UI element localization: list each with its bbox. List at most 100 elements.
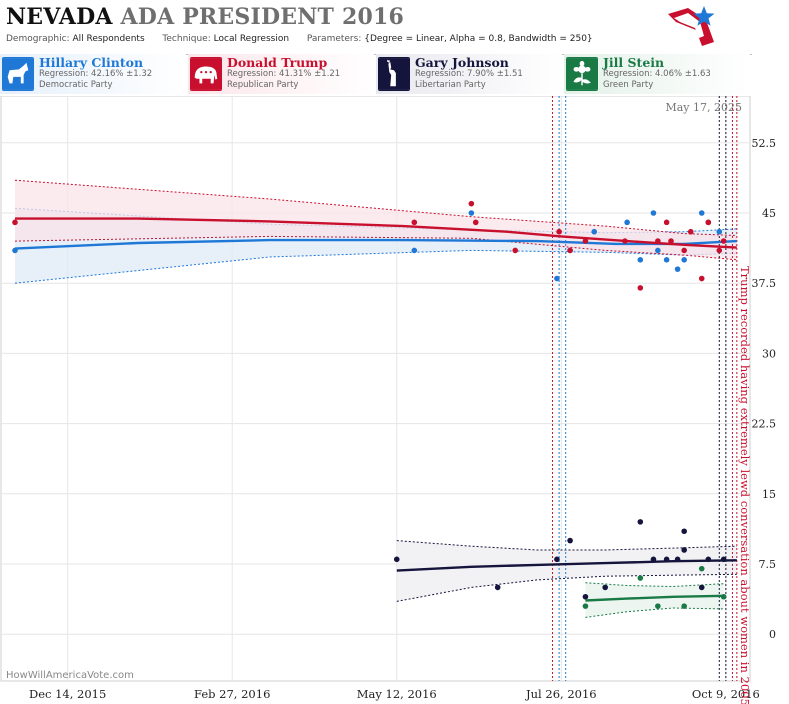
y-tick-label: 0: [769, 628, 776, 641]
candidate-card-clinton[interactable]: Hillary Clinton Regression: 42.16% ±1.32…: [0, 54, 186, 94]
candidate-regression: Regression: 42.16% ±1.32: [39, 69, 153, 79]
y-tick-label: 15: [762, 488, 776, 501]
title-race: ADA PRESIDENT 2016: [120, 4, 404, 30]
x-tick-label: Feb 27, 2016: [194, 687, 270, 701]
axis-labels: 0 7.5 15 22.5 30 37.5 45 52.5 Dec 14, 2015 Feb 27…: [29, 137, 776, 701]
poll-point-gary-johnson: [674, 556, 681, 563]
poll-point-hillary-clinton: [591, 228, 598, 235]
event-lines: [552, 96, 738, 681]
candidate-party: Green Party: [603, 80, 654, 90]
candidate-card-trump[interactable]: Donald Trump Regression: 41.31% ±1.21 Re…: [188, 54, 374, 94]
band-upper-donald-trump: [14, 179, 737, 236]
poll-point-jill-stein: [681, 603, 687, 609]
poll-point-donald-trump: [622, 238, 628, 244]
poll-point-gary-johnson: [663, 556, 670, 563]
title-state: NEVADA: [6, 4, 113, 30]
watermark: HowWillAmericaVote.com: [6, 670, 134, 681]
poll-point-hillary-clinton: [716, 228, 723, 235]
y-tick-label: 7.5: [759, 558, 777, 571]
poll-point-hillary-clinton: [681, 257, 687, 263]
trend-lines: [14, 217, 737, 602]
candidate-name: Jill Stein: [603, 55, 665, 70]
band-lower-gary-johnson: [396, 573, 737, 602]
poll-point-gary-johnson: [650, 556, 657, 563]
poll-point-hillary-clinton: [674, 266, 681, 272]
poll-point-donald-trump: [472, 219, 479, 226]
candidate-regression: Regression: 4.06% ±1.63: [603, 69, 711, 79]
band-gary-johnson: [396, 540, 737, 602]
poll-point-donald-trump: [411, 219, 418, 226]
poll-point-gary-johnson: [393, 556, 400, 563]
candidate-legend: Hillary Clinton Regression: 42.16% ±1.32…: [0, 54, 752, 94]
candidate-name: Donald Trump: [227, 55, 328, 70]
demographic-value: All Respondents: [72, 34, 145, 44]
candidate-card-stein[interactable]: Jill Stein Regression: 4.06% ±1.63 Green…: [564, 54, 750, 94]
candidate-name: Hillary Clinton: [39, 55, 144, 70]
trend-line-donald-trump: [15, 217, 737, 249]
poll-point-jill-stein: [698, 565, 705, 572]
x-tick-label: May 12, 2016: [357, 687, 437, 701]
poll-point-hillary-clinton: [698, 210, 705, 216]
technique-label: Technique:: [162, 34, 211, 44]
poll-points: [12, 200, 727, 609]
x-tick-label: Jul 26, 2016: [525, 687, 597, 701]
poll-chart: 0 7.5 15 22.5 30 37.5 45 52.5 Dec 14, 2015 Feb 27…: [0, 96, 776, 704]
x-tick-label: Oct 9, 2016: [692, 687, 760, 701]
poll-point-gary-johnson: [720, 556, 727, 563]
poll-point-donald-trump: [468, 200, 475, 207]
poll-point-hillary-clinton: [655, 247, 661, 254]
poll-point-gary-johnson: [494, 584, 501, 591]
poll-point-jill-stein: [582, 603, 589, 609]
poll-point-donald-trump: [512, 247, 519, 254]
trend-line-jill-stein: [585, 594, 724, 602]
technique-value: Local Regression: [213, 34, 290, 44]
candidate-party: Republican Party: [227, 80, 299, 90]
poll-point-gary-johnson: [567, 537, 573, 544]
site-logo-icon[interactable]: [666, 2, 716, 48]
poll-point-donald-trump: [663, 219, 670, 226]
parameters-value: {Degree = Linear, Alpha = 0.8, Bandwidth…: [364, 34, 593, 44]
event-annotation: Trump recorded having extremely lewd con…: [738, 266, 752, 704]
poll-point-donald-trump: [655, 238, 661, 244]
band-donald-trump: [15, 180, 737, 260]
candidate-name: Gary Johnson: [415, 55, 509, 70]
candidate-card-johnson[interactable]: Gary Johnson Regression: 7.90% ±1.51 Lib…: [376, 54, 562, 94]
poll-point-donald-trump: [668, 238, 674, 244]
poll-point-donald-trump: [681, 247, 687, 254]
poll-point-gary-johnson: [602, 584, 608, 591]
poll-point-donald-trump: [716, 247, 723, 254]
poll-point-gary-johnson: [637, 519, 644, 525]
band-lower-donald-trump: [14, 235, 737, 261]
poll-point-donald-trump: [720, 238, 727, 244]
candidate-party: Democratic Party: [39, 80, 113, 90]
band-upper-jill-stein: [585, 582, 724, 588]
parameters-line: Demographic: All Respondents Technique: …: [6, 34, 593, 44]
poll-point-donald-trump: [705, 219, 712, 226]
poll-point-donald-trump: [567, 247, 573, 254]
poll-point-hillary-clinton: [637, 257, 644, 263]
poll-point-jill-stein: [720, 593, 727, 600]
band-lower-jill-stein: [585, 607, 724, 618]
leaf-flower-icon: [566, 57, 598, 91]
candidate-regression: Regression: 7.90% ±1.51: [415, 69, 523, 79]
poll-point-gary-johnson: [698, 584, 705, 591]
y-tick-label: 45: [762, 207, 776, 220]
poll-point-donald-trump: [582, 238, 589, 244]
poll-point-donald-trump: [12, 219, 18, 226]
donkey-icon: [2, 57, 34, 91]
poll-point-hillary-clinton: [411, 247, 418, 254]
poll-point-hillary-clinton: [624, 219, 630, 226]
poll-point-hillary-clinton: [468, 210, 475, 216]
poll-point-gary-johnson: [705, 556, 712, 563]
candidate-party: Libertarian Party: [415, 80, 486, 90]
poll-point-hillary-clinton: [650, 210, 657, 216]
trend-line-gary-johnson: [396, 559, 737, 572]
y-tick-label: 37.5: [752, 277, 777, 290]
poll-point-gary-johnson: [681, 547, 687, 553]
elephant-icon: [190, 57, 222, 91]
chart-header: NEVADA ADA PRESIDENT 2016 Demographic: A…: [0, 0, 752, 55]
parameters-label: Parameters:: [306, 34, 362, 44]
poll-point-donald-trump: [698, 275, 705, 282]
poll-point-donald-trump: [637, 285, 644, 291]
poll-point-hillary-clinton: [12, 247, 18, 254]
